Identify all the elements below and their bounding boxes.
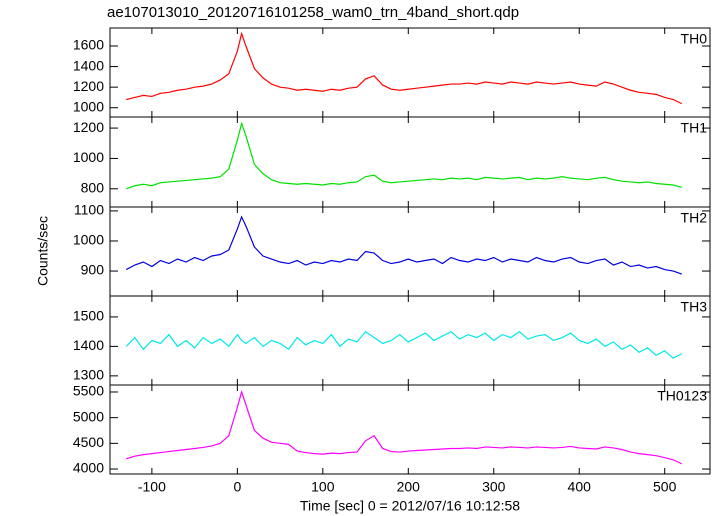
x-tick-label: 0 xyxy=(233,479,241,495)
panel-frame xyxy=(109,384,711,475)
y-tick-label: 4500 xyxy=(73,434,104,450)
y-tick-label: 1200 xyxy=(73,119,104,135)
y-tick-label: 800 xyxy=(81,179,105,195)
y-tick-label: 1600 xyxy=(73,37,104,53)
data-line xyxy=(126,389,683,465)
y-axis-label: Counts/sec xyxy=(35,216,51,286)
data-line xyxy=(126,31,683,105)
y-tick-label: 1000 xyxy=(73,98,104,114)
y-tick-label: 1000 xyxy=(73,149,104,165)
y-tick-label: 5500 xyxy=(73,383,104,399)
y-tick-label: 900 xyxy=(81,262,105,278)
x-axis-label: Time [sec] 0 = 2012/07/16 10:12:58 xyxy=(300,498,520,514)
data-line xyxy=(125,215,682,275)
data-line xyxy=(126,121,682,190)
series-label: TH0 xyxy=(681,31,708,47)
y-tick-label: 1400 xyxy=(73,337,104,353)
series-label: TH3 xyxy=(681,299,708,315)
x-tick-label: 500 xyxy=(653,479,677,495)
y-tick-label: 1200 xyxy=(73,78,104,94)
y-tick-label: 1000 xyxy=(73,232,104,248)
panel-frame xyxy=(109,27,711,118)
x-tick-label: -100 xyxy=(138,479,166,495)
series-label: TH0123 xyxy=(657,388,707,404)
y-tick-label: 1300 xyxy=(73,367,104,383)
x-tick-label: 200 xyxy=(397,479,421,495)
x-tick-label: 300 xyxy=(482,479,506,495)
y-tick-label: 1100 xyxy=(74,202,104,218)
x-tick-label: 400 xyxy=(568,479,592,495)
panel-frame xyxy=(109,206,711,297)
series-label: TH2 xyxy=(681,210,708,226)
y-tick-label: 1500 xyxy=(73,308,104,324)
x-tick-label: 100 xyxy=(311,479,335,495)
series-label: TH1 xyxy=(681,120,708,136)
y-tick-label: 4000 xyxy=(73,460,104,476)
chart-title: ae107013010_20120716101258_wam0_trn_4ban… xyxy=(107,4,519,21)
panel-frame xyxy=(109,116,711,208)
y-tick-label: 1400 xyxy=(73,57,104,73)
y-tick-label: 5000 xyxy=(73,408,104,424)
data-line xyxy=(125,330,683,359)
